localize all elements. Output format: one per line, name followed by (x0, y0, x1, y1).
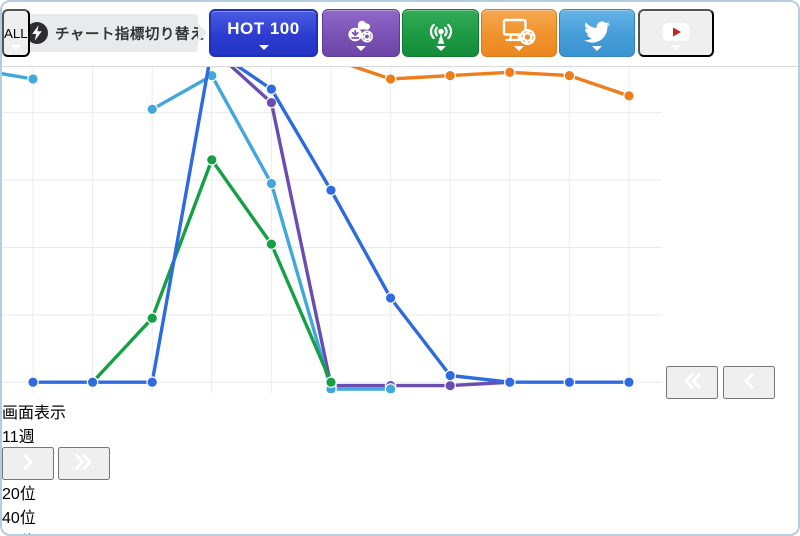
youtube-button[interactable] (638, 9, 714, 57)
chart-switch-label-text: チャート指標切り替え (55, 26, 205, 43)
double-chevron-left-icon (684, 373, 702, 389)
header-bar: チャート指標切り替え HOT 100 (2, 2, 798, 67)
series-light-blue-point (384, 383, 397, 395)
series-blue-point (623, 376, 635, 388)
radio-broadcast-icon (425, 17, 457, 50)
chart-plot (2, 42, 662, 395)
sales-bundle-icon (344, 17, 378, 50)
series-blue-point (86, 376, 99, 388)
series-blue-point (146, 376, 158, 388)
series-green-point (325, 376, 337, 388)
series-blue-point (27, 376, 39, 388)
lookup-button[interactable] (481, 9, 557, 57)
series-green-point (265, 238, 278, 250)
series-light-blue-point (265, 177, 278, 190)
radio-button[interactable] (402, 9, 479, 57)
chevron-down-icon (671, 45, 681, 50)
next-page-button[interactable] (2, 447, 54, 480)
display-range-select[interactable]: 11週 (2, 423, 798, 447)
y-axis-label: 60位 (2, 528, 798, 534)
series-blue-point (325, 184, 337, 196)
series-blue-point (444, 369, 456, 382)
prev-page-button[interactable] (722, 366, 775, 399)
series-purple-point (444, 379, 456, 392)
series-blue-point (384, 292, 397, 304)
series-orange-point (503, 66, 516, 79)
series-green-point (206, 154, 218, 166)
series-light-blue-point (146, 103, 158, 116)
all-label: ALL (4, 25, 28, 41)
series-purple-point (265, 96, 278, 109)
series-blue-point (563, 376, 576, 388)
switch-bolt-icon (26, 22, 48, 44)
chevron-down-icon (258, 45, 269, 50)
last-page-button[interactable] (58, 447, 111, 480)
display-range-value: 11週 (2, 429, 35, 446)
video-play-icon (662, 21, 690, 46)
twitter-button[interactable] (559, 9, 635, 57)
chevron-down-icon (592, 46, 602, 51)
series-orange-point (563, 69, 576, 82)
chevron-down-icon (435, 46, 446, 51)
series-purple-line (210, 47, 512, 388)
double-chevron-right-icon (75, 454, 92, 470)
series-orange-point (623, 90, 635, 102)
y-axis-label: 40位 (2, 510, 36, 527)
series-light-blue-line (2, 72, 393, 391)
series-orange-point (384, 73, 397, 85)
display-range-label-text: 画面表示 (2, 405, 67, 422)
sales-button[interactable] (322, 9, 400, 57)
chart-switch-label: チャート指標切り替え (18, 14, 207, 52)
series-orange-point (444, 69, 456, 82)
hot100-button[interactable]: HOT 100 (209, 9, 318, 57)
monitor-disc-icon (502, 17, 536, 50)
chevron-left-icon (744, 373, 754, 389)
display-range-label: 画面表示 (2, 399, 798, 423)
all-button[interactable]: ALL (2, 9, 30, 57)
first-page-button[interactable] (666, 366, 719, 399)
y-axis-label: 20位 (2, 486, 36, 503)
twitter-bird-icon (583, 19, 611, 48)
series-light-blue-point (27, 73, 39, 85)
series-blue-point (265, 83, 278, 95)
hot100-label: HOT 100 (227, 19, 300, 38)
series-green-point (146, 312, 158, 324)
chevron-down-icon (10, 45, 21, 50)
chevron-right-icon (23, 454, 33, 470)
chevron-down-icon (356, 46, 366, 51)
chevron-down-icon (514, 46, 524, 51)
series-blue-point (503, 376, 516, 388)
